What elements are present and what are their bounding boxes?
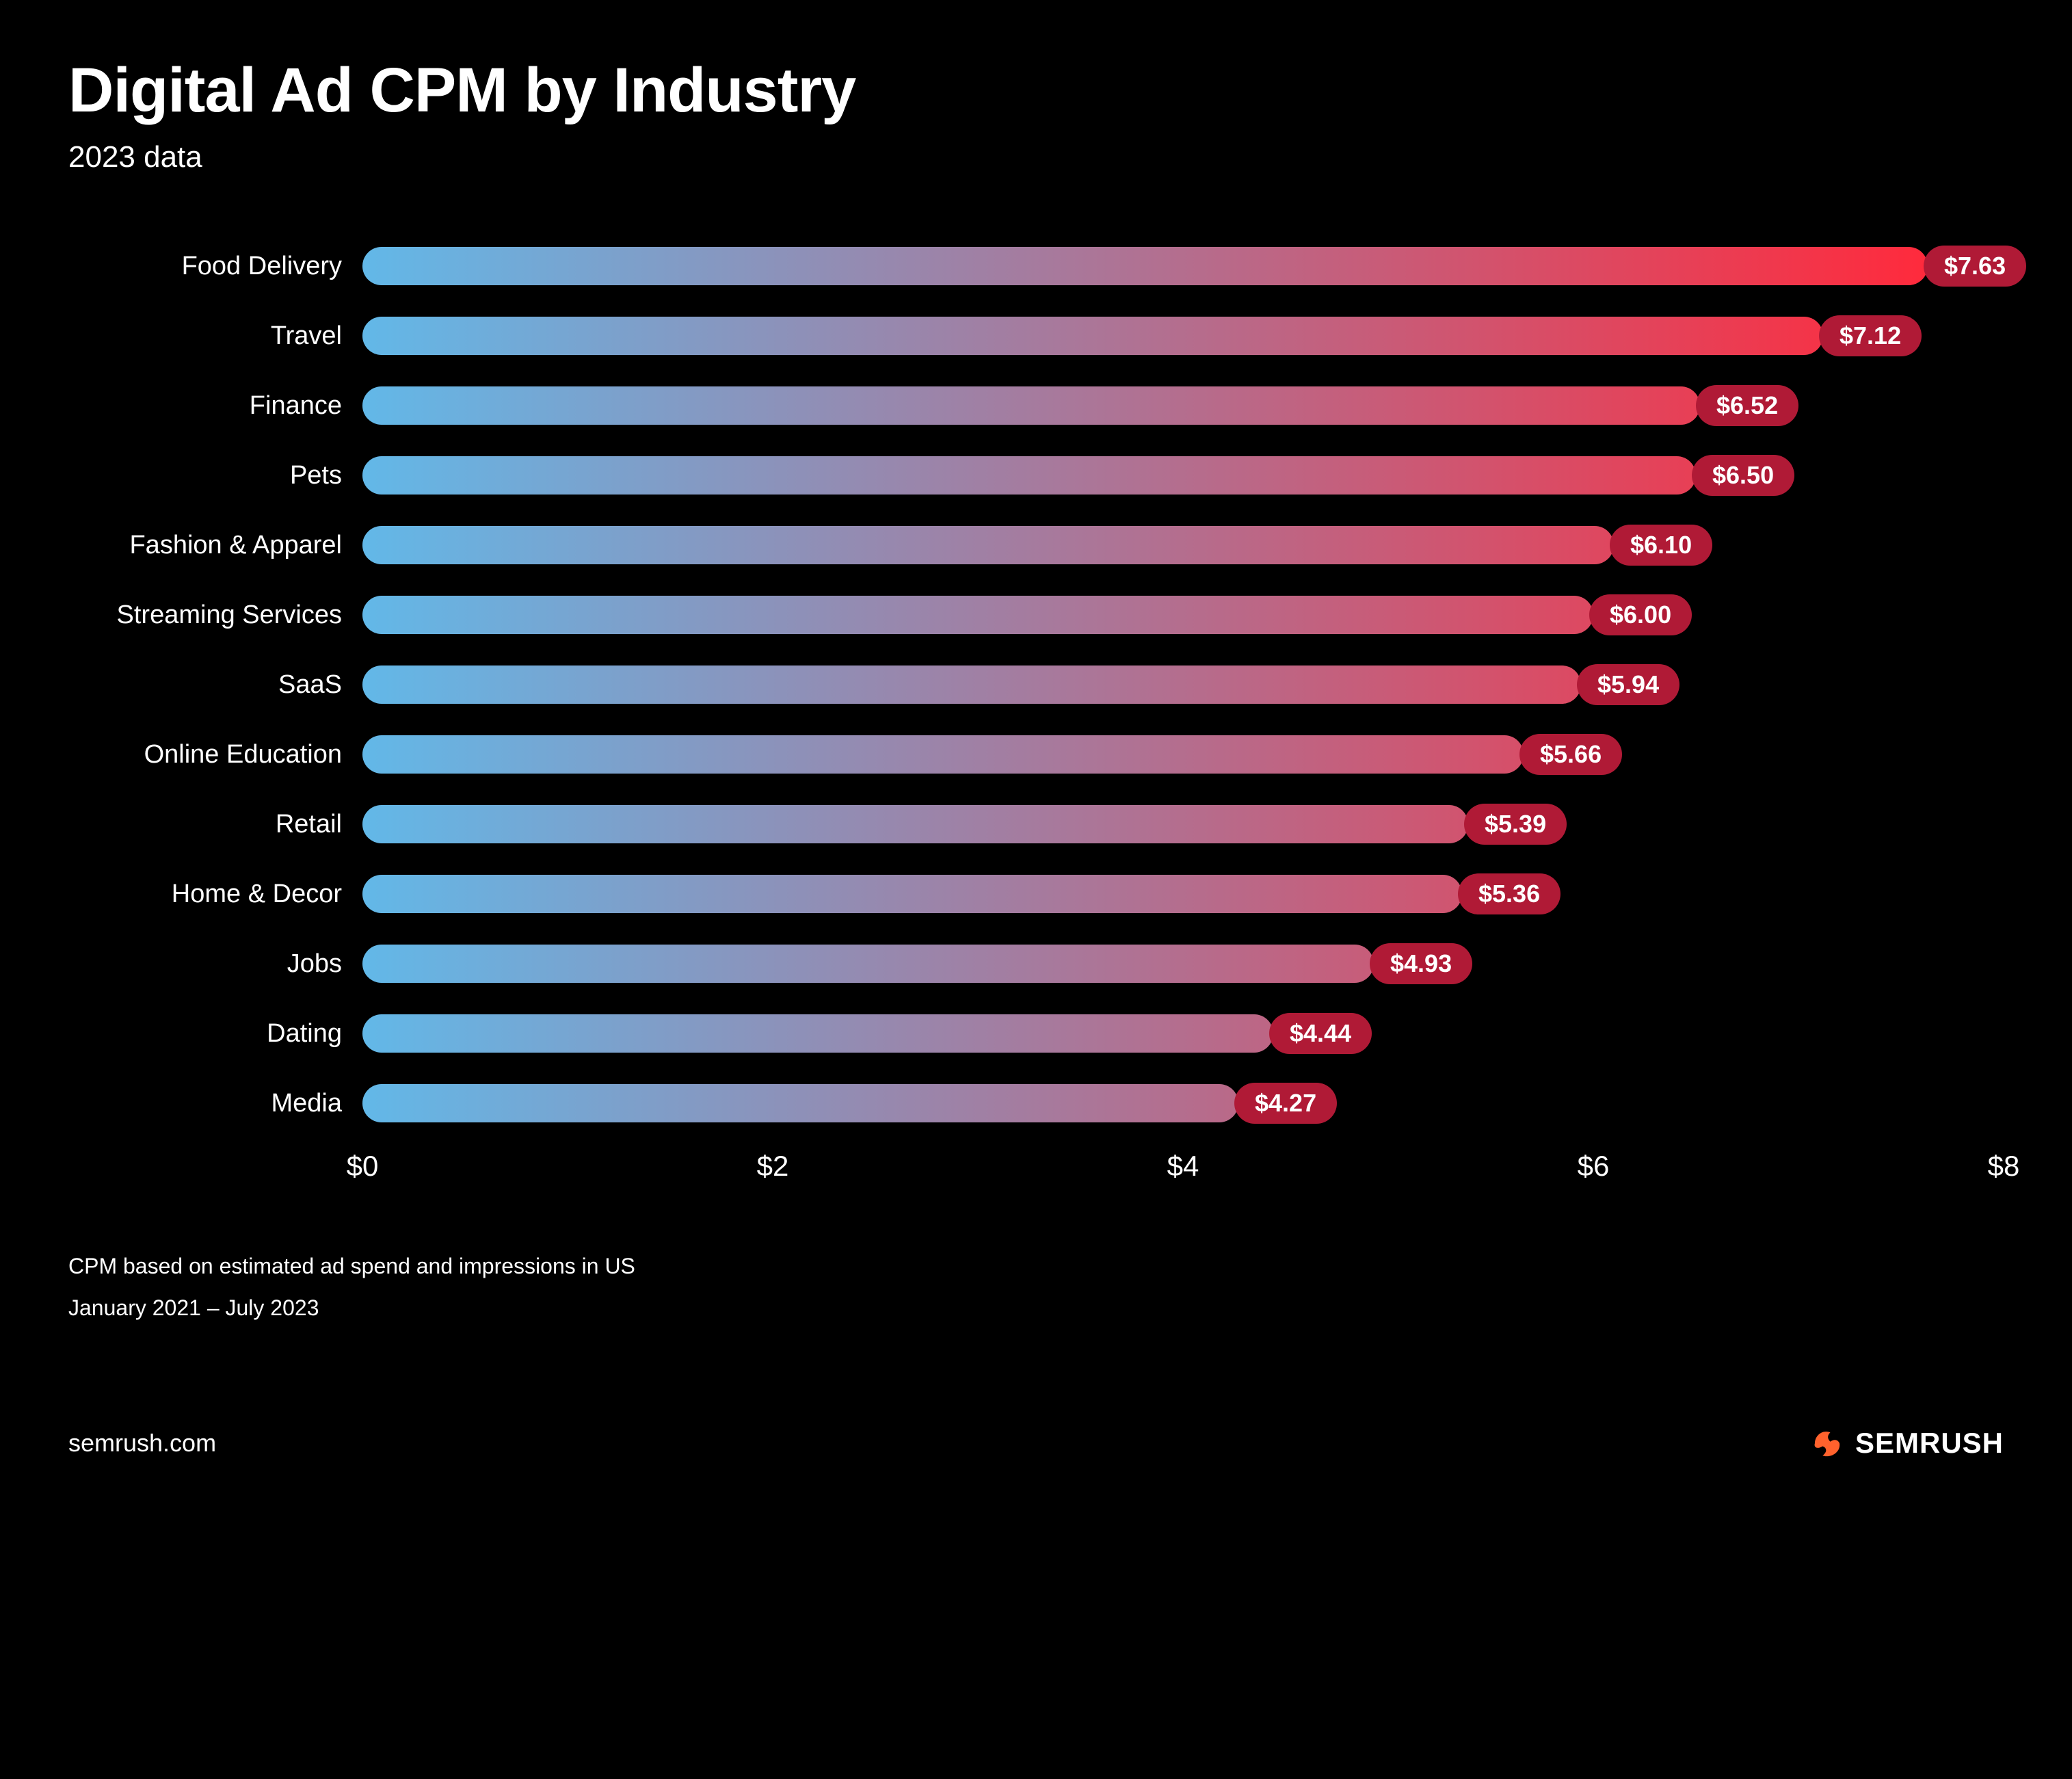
footer: semrush.com SEMRUSH <box>68 1425 2004 1462</box>
bar-track: $5.36 <box>362 875 2004 913</box>
bar-row: Fashion & Apparel $6.10 <box>68 522 2004 568</box>
bar-label: Dating <box>68 1019 362 1049</box>
bar-track: $5.66 <box>362 735 2004 774</box>
bar-track: $6.10 <box>362 526 2004 564</box>
bar-track: $4.44 <box>362 1014 2004 1053</box>
footer-url: semrush.com <box>68 1429 216 1458</box>
axis-tick: $2 <box>757 1150 789 1183</box>
value-badge: $4.27 <box>1234 1083 1337 1124</box>
bar-fill <box>362 945 1374 983</box>
bar-label: Retail <box>68 810 362 839</box>
chart-subtitle: 2023 data <box>68 140 2004 174</box>
value-badge: $6.10 <box>1610 525 1712 566</box>
brand-name: SEMRUSH <box>1855 1427 2004 1460</box>
bar-track: $4.27 <box>362 1084 2004 1122</box>
bar-label: Home & Decor <box>68 880 362 909</box>
chart-title: Digital Ad CPM by Industry <box>68 55 2004 127</box>
bar-label: Streaming Services <box>68 601 362 630</box>
bar-row: Dating $4.44 <box>68 1010 2004 1057</box>
footnote-line-1: CPM based on estimated ad spend and impr… <box>68 1246 2004 1287</box>
bar-fill <box>362 735 1524 774</box>
bar-fill <box>362 526 1614 564</box>
bar-label: Fashion & Apparel <box>68 531 362 560</box>
bar-label: Jobs <box>68 949 362 979</box>
bar-track: $6.52 <box>362 386 2004 425</box>
bar-fill <box>362 317 1823 355</box>
axis-tick: $8 <box>1988 1150 2020 1183</box>
bar-row: Pets $6.50 <box>68 452 2004 499</box>
footnote-line-2: January 2021 – July 2023 <box>68 1287 2004 1329</box>
value-badge: $5.39 <box>1464 804 1567 845</box>
bar-fill <box>362 1014 1273 1053</box>
chart-footnote: CPM based on estimated ad spend and impr… <box>68 1246 2004 1329</box>
bar-label: SaaS <box>68 670 362 700</box>
bar-fill <box>362 875 1462 913</box>
bar-track: $7.63 <box>362 247 2004 285</box>
bar-fill <box>362 456 1696 495</box>
value-badge: $6.00 <box>1589 594 1692 635</box>
brand-logo: SEMRUSH <box>1809 1425 2004 1462</box>
bar-row: Jobs $4.93 <box>68 940 2004 987</box>
bar-fill <box>362 1084 1238 1122</box>
bar-label: Travel <box>68 321 362 351</box>
value-badge: $5.66 <box>1519 734 1622 775</box>
value-badge: $6.50 <box>1692 455 1794 496</box>
bar-fill <box>362 247 1928 285</box>
axis-tick: $6 <box>1578 1150 1610 1183</box>
bar-track: $7.12 <box>362 317 2004 355</box>
value-badge: $7.12 <box>1819 315 1922 356</box>
bar-row: Travel $7.12 <box>68 313 2004 359</box>
value-badge: $5.94 <box>1577 664 1679 705</box>
fire-icon <box>1809 1425 1846 1462</box>
bar-track: $5.39 <box>362 805 2004 843</box>
bar-row: SaaS $5.94 <box>68 661 2004 708</box>
bar-track: $6.50 <box>362 456 2004 495</box>
value-badge: $5.36 <box>1458 873 1560 914</box>
bar-row: Online Education $5.66 <box>68 731 2004 778</box>
axis-tick: $0 <box>347 1150 379 1183</box>
bar-label: Online Education <box>68 740 362 769</box>
value-badge: $4.93 <box>1370 943 1472 984</box>
bar-row: Finance $6.52 <box>68 382 2004 429</box>
bar-fill <box>362 805 1468 843</box>
bar-label: Media <box>68 1089 362 1118</box>
value-badge: $7.63 <box>1924 246 2026 287</box>
bar-label: Food Delivery <box>68 252 362 281</box>
bar-row: Retail $5.39 <box>68 801 2004 847</box>
axis-tick: $4 <box>1167 1150 1199 1183</box>
bar-row: Media $4.27 <box>68 1080 2004 1126</box>
bar-label: Finance <box>68 391 362 421</box>
x-axis: $0$2$4$6$8 <box>68 1150 2004 1191</box>
bar-label: Pets <box>68 461 362 490</box>
bar-track: $5.94 <box>362 666 2004 704</box>
bar-row: Home & Decor $5.36 <box>68 871 2004 917</box>
bar-row: Food Delivery$7.63 <box>68 243 2004 289</box>
bar-track: $6.00 <box>362 596 2004 634</box>
bar-fill <box>362 386 1700 425</box>
value-badge: $6.52 <box>1696 385 1798 426</box>
bar-fill <box>362 596 1593 634</box>
bar-track: $4.93 <box>362 945 2004 983</box>
value-badge: $4.44 <box>1269 1013 1372 1054</box>
bar-fill <box>362 666 1581 704</box>
bar-chart: Food Delivery$7.63 Travel $7.12 Finance $6.5… <box>68 243 2004 1191</box>
bar-row: Streaming Services $6.00 <box>68 592 2004 638</box>
